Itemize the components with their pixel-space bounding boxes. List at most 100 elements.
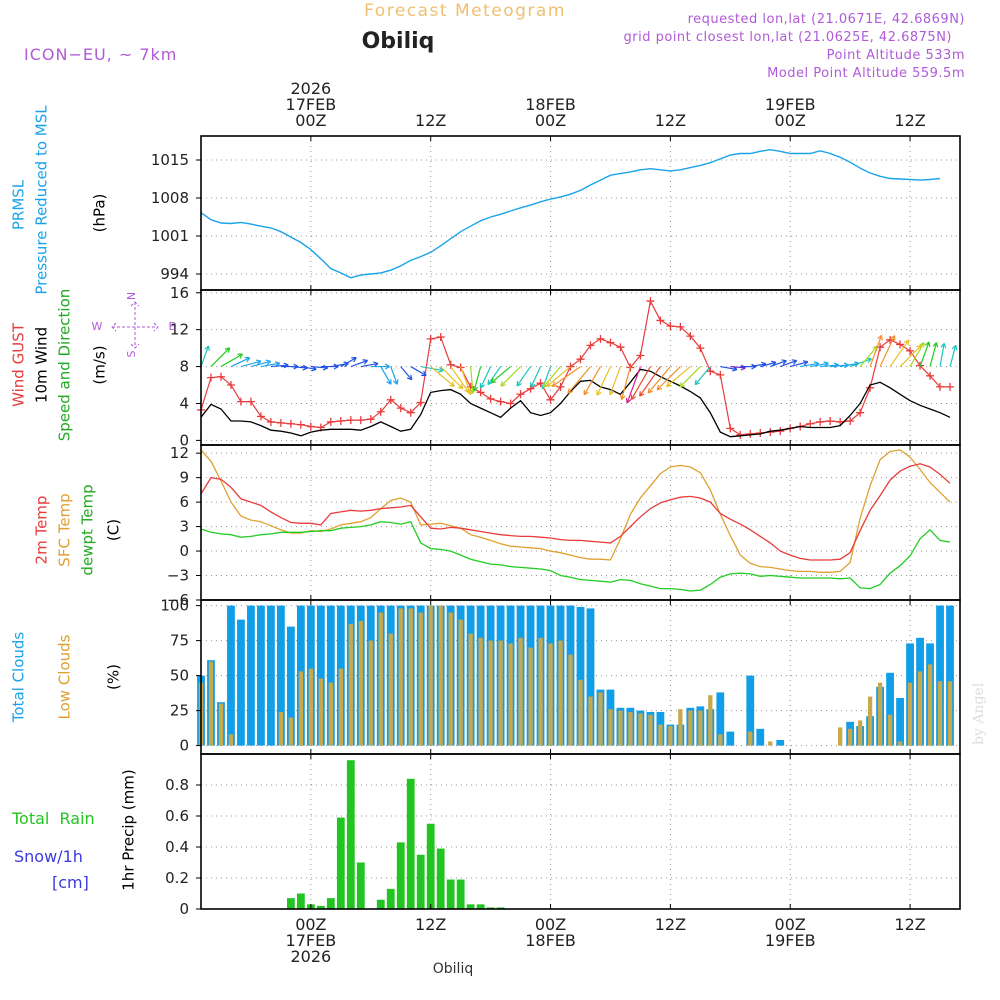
- wind-arrow-head: [406, 374, 413, 381]
- panel-title-snow-unit: [cm]: [52, 873, 89, 892]
- low-cloud-bar: [618, 710, 623, 746]
- gust-line: [200, 299, 950, 436]
- y-tick-label: 50: [170, 667, 189, 685]
- wind-arrow-head: [596, 390, 602, 396]
- y-tick-label: 1001: [151, 227, 189, 245]
- gust-marker: [246, 397, 255, 406]
- gust-marker: [546, 395, 555, 404]
- gust-marker: [356, 416, 365, 425]
- total-cloud-bar: [237, 619, 245, 746]
- gust-marker: [586, 341, 595, 350]
- wind-arrow-head: [362, 359, 369, 365]
- total-cloud-bar: [896, 698, 904, 746]
- low-cloud-bar: [508, 643, 513, 746]
- top-time-label: 18FEB: [525, 95, 576, 114]
- low-cloud-bar: [867, 696, 873, 746]
- gust-marker: [926, 371, 935, 380]
- wind-arrow: [240, 360, 262, 368]
- wind-arrow-head: [204, 345, 210, 351]
- y-tick-label: −3: [167, 567, 189, 585]
- low-cloud-bar: [448, 612, 453, 746]
- gust-marker: [216, 372, 225, 381]
- panel-title-direction: Speed and Direction: [56, 289, 74, 442]
- gust-marker: [536, 379, 545, 388]
- dewpt-line: [200, 520, 951, 592]
- total-cloud-bar: [756, 728, 765, 746]
- gust-marker: [676, 322, 685, 331]
- total-cloud-bar: [946, 605, 954, 746]
- low-cloud-bar: [548, 643, 553, 746]
- wind-arrow: [679, 366, 701, 388]
- gust-marker: [566, 362, 575, 371]
- gust-marker: [346, 416, 355, 425]
- wind-arrow: [909, 342, 925, 367]
- gust-marker: [836, 417, 845, 426]
- wind-arrow-head: [224, 347, 231, 353]
- gust-marker: [506, 399, 515, 408]
- y-tick-label: 100: [160, 597, 189, 615]
- wind-arrow: [487, 366, 502, 385]
- wind-arrow-head: [583, 389, 589, 396]
- panel-title-total-rain: Total Rain: [11, 809, 95, 828]
- low-cloud-bar: [668, 726, 673, 746]
- total-cloud-bar: [586, 608, 595, 746]
- rain-bar: [386, 888, 395, 909]
- low-cloud-bar: [488, 640, 493, 746]
- wind-arrow: [480, 366, 492, 389]
- gust-marker: [856, 408, 865, 417]
- wind-arrow: [899, 344, 922, 368]
- panel-unit-pressure: (hPa): [91, 194, 109, 233]
- low-cloud-bar: [907, 682, 913, 746]
- low-cloud-bar: [318, 678, 323, 746]
- wind-arrow: [800, 362, 819, 368]
- gust-marker: [666, 321, 675, 330]
- panel-frame: [200, 753, 961, 910]
- wind-arrow-head: [386, 379, 392, 385]
- wind-arrow: [639, 366, 661, 397]
- gust-marker: [746, 429, 755, 438]
- wind-arrow: [350, 359, 368, 368]
- model-point-altitude: Model Point Altitude 559.5m: [767, 66, 965, 81]
- wind-arrow: [949, 345, 957, 367]
- wind-arrow: [220, 353, 243, 368]
- total-cloud-bar: [716, 692, 725, 746]
- gust-marker: [496, 397, 505, 406]
- gust-marker: [416, 398, 425, 407]
- panel-title-gust: Wind GUST: [10, 322, 28, 407]
- y-tick-label: 0.4: [165, 838, 189, 856]
- y-tick-label: 0: [179, 737, 189, 755]
- wind-arrow-head: [630, 394, 636, 400]
- low-cloud-bar: [937, 681, 943, 746]
- low-cloud-bar: [308, 668, 313, 746]
- low-cloud-bar: [857, 720, 863, 746]
- low-cloud-bar: [288, 717, 294, 746]
- gust-marker: [476, 388, 485, 397]
- bottom-time-label: 17FEB: [286, 931, 337, 950]
- gust-marker: [716, 370, 725, 379]
- gust-marker: [306, 422, 315, 431]
- gust-marker: [226, 381, 235, 390]
- gust-marker: [636, 351, 645, 360]
- wind-arrow: [919, 341, 930, 367]
- wind-arrow-head: [791, 359, 798, 365]
- wind-arrow: [929, 342, 938, 367]
- gust-marker: [236, 397, 245, 406]
- top-time-label: 12Z: [415, 111, 446, 130]
- rain-bar: [356, 862, 365, 909]
- panel-title-2m-temp: 2m Temp: [33, 496, 51, 565]
- rain-bar: [296, 893, 305, 909]
- wind-arrow-head: [647, 387, 654, 394]
- wind-arrow-head: [393, 379, 399, 385]
- y-tick-label: 1008: [151, 189, 189, 207]
- wind-arrow: [567, 366, 591, 394]
- top-time-label: 12Z: [655, 111, 686, 130]
- wind-arrow: [790, 361, 808, 368]
- wind-arrow-head: [500, 381, 506, 387]
- low-cloud-bar: [698, 710, 703, 746]
- low-cloud-bar: [598, 692, 603, 746]
- wind-arrow: [260, 362, 280, 368]
- wind-arrow-head: [472, 385, 478, 392]
- wind-arrow-head: [940, 342, 947, 349]
- pressure-line: [200, 148, 941, 279]
